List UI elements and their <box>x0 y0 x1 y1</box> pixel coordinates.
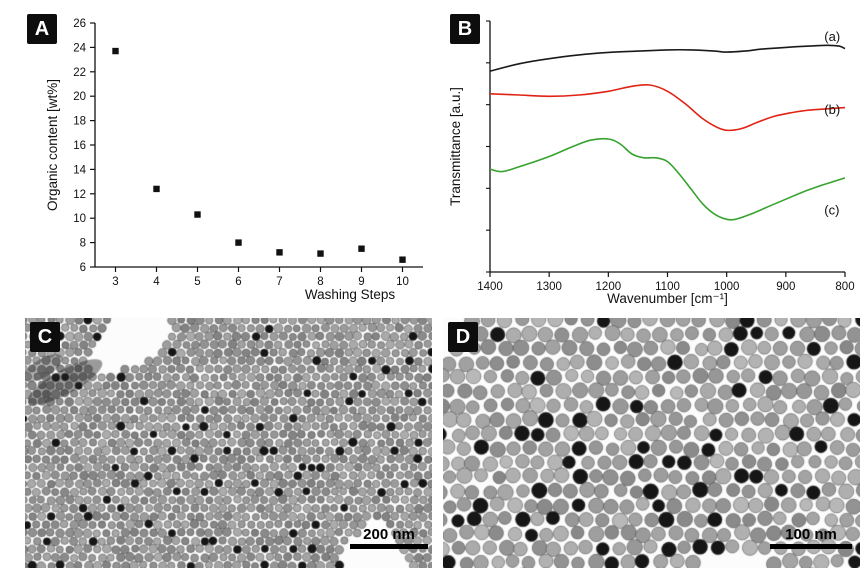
svg-text:6: 6 <box>235 276 241 288</box>
svg-text:1100: 1100 <box>655 281 680 293</box>
panel-label-c: C <box>30 322 60 352</box>
scale-bar-c-label: 200 nm <box>363 526 415 543</box>
panel-label-b: B <box>450 14 480 44</box>
svg-text:5: 5 <box>194 276 200 288</box>
scale-bar-d: 100 nm <box>770 526 852 549</box>
panel-label-a: A <box>27 14 57 44</box>
svg-text:18: 18 <box>73 116 86 128</box>
svg-text:6: 6 <box>80 262 86 274</box>
svg-text:9: 9 <box>358 276 364 288</box>
svg-text:22: 22 <box>73 67 86 79</box>
svg-text:10: 10 <box>73 213 86 225</box>
svg-text:1000: 1000 <box>714 281 740 293</box>
svg-text:14: 14 <box>73 164 86 176</box>
svg-text:1400: 1400 <box>477 281 503 293</box>
svg-text:Transmittance [a.u.]: Transmittance [a.u.] <box>448 87 463 206</box>
svg-text:12: 12 <box>73 189 86 201</box>
tem-image-200nm <box>25 318 432 568</box>
svg-text:1300: 1300 <box>536 281 562 293</box>
svg-text:(c): (c) <box>824 202 839 217</box>
svg-text:900: 900 <box>776 281 795 293</box>
tem-image-100nm <box>443 318 860 568</box>
ftir-spectra-chart: 1400 1300 1200 1100 1000 900 800 Transmittance … <box>448 20 855 306</box>
svg-text:16: 16 <box>73 140 86 152</box>
scale-bar-d-label: 100 nm <box>785 526 837 543</box>
svg-text:1200: 1200 <box>596 281 622 293</box>
scale-bar-c: 200 nm <box>350 526 428 549</box>
svg-text:26: 26 <box>73 18 86 30</box>
organic-content-chart: 6 8 10 12 14 16 18 20 22 24 26 3 4 5 6 7 8 9 10 Organic con… <box>45 18 423 302</box>
svg-text:3: 3 <box>112 276 118 288</box>
svg-text:20: 20 <box>73 91 86 103</box>
svg-text:4: 4 <box>153 276 160 288</box>
svg-text:10: 10 <box>396 276 409 288</box>
panel-label-d: D <box>448 322 478 352</box>
svg-text:(b): (b) <box>824 102 840 117</box>
svg-text:8: 8 <box>80 238 86 250</box>
svg-text:800: 800 <box>835 281 854 293</box>
svg-text:(a): (a) <box>824 29 840 44</box>
svg-text:24: 24 <box>73 42 86 54</box>
svg-text:Washing Steps: Washing Steps <box>305 287 396 302</box>
svg-text:Organic content [wt%]: Organic content [wt%] <box>45 79 60 211</box>
svg-text:Wavenumber [cm⁻¹]: Wavenumber [cm⁻¹] <box>607 291 728 306</box>
scale-bar-d-line <box>770 544 852 549</box>
svg-text:7: 7 <box>276 276 282 288</box>
scale-bar-c-line <box>350 544 428 549</box>
svg-text:8: 8 <box>317 276 323 288</box>
